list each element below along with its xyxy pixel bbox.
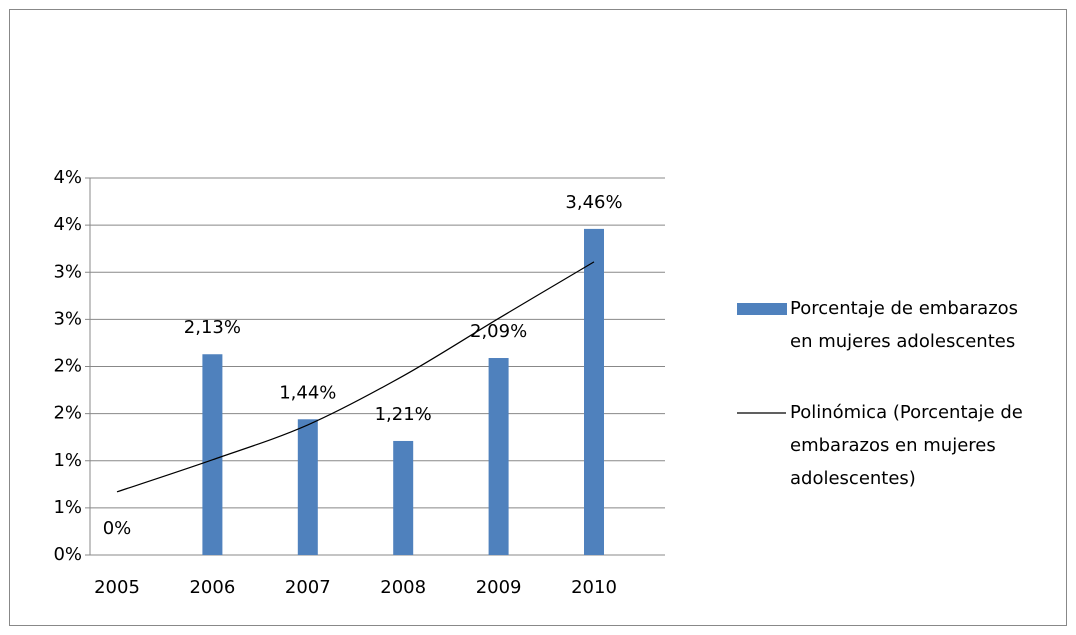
- y-tick-label: 3%: [53, 308, 82, 329]
- legend-item: Polinómica (Porcentaje de embarazos en m…: [790, 402, 1023, 489]
- data-label: 0%: [103, 518, 132, 539]
- y-tick-label: 4%: [53, 167, 82, 188]
- data-label: 1,21%: [375, 404, 432, 425]
- bar: [393, 440, 414, 555]
- chart-frame: [9, 9, 1067, 626]
- y-tick-label: 2%: [53, 356, 82, 377]
- x-tick-label: 2008: [380, 577, 426, 598]
- y-tick-label: 0%: [53, 544, 82, 565]
- legend-item: Porcentaje de embarazos en mujeres adole…: [790, 298, 1019, 352]
- data-label: 1,44%: [279, 382, 336, 403]
- legend-swatch: [737, 303, 787, 315]
- x-tick-label: 2007: [285, 577, 331, 598]
- trend-line: [116, 261, 595, 493]
- bar: [297, 419, 318, 555]
- y-tick-label: 1%: [53, 497, 82, 518]
- legend-label: Polinómica (Porcentaje de embarazos en m…: [790, 402, 1023, 489]
- bar: [488, 358, 509, 555]
- data-label: 2,09%: [470, 321, 527, 342]
- data-label: 2,13%: [184, 317, 241, 338]
- x-tick-label: 2009: [476, 577, 522, 598]
- data-label: 3,46%: [565, 192, 622, 213]
- bar: [202, 354, 223, 555]
- bar: [584, 228, 604, 555]
- y-tick-label: 4%: [53, 214, 82, 235]
- y-tick-label: 2%: [53, 403, 82, 424]
- y-tick-label: 3%: [53, 261, 82, 282]
- x-tick-label: 2006: [189, 577, 235, 598]
- legend-label: Porcentaje de embarazos en mujeres adole…: [790, 298, 1019, 352]
- x-tick-label: 2010: [571, 577, 617, 598]
- x-tick-label: 2005: [94, 577, 140, 598]
- y-tick-label: 1%: [53, 450, 82, 471]
